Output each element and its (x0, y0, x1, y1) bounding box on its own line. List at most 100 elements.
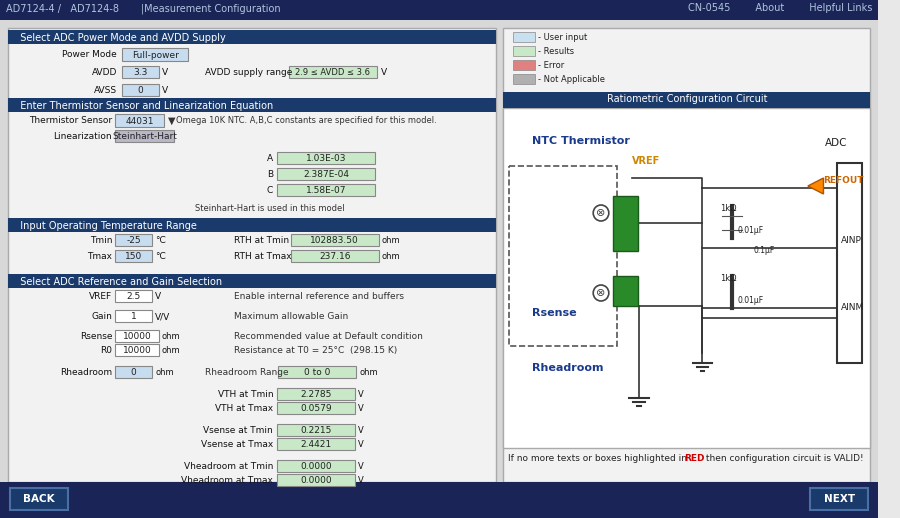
Text: AINM: AINM (841, 303, 864, 312)
FancyBboxPatch shape (291, 234, 379, 246)
Text: AVDD: AVDD (92, 68, 117, 77)
Text: R0: R0 (100, 346, 112, 355)
Text: - User input: - User input (537, 33, 587, 42)
Text: AD7124-4 /   AD7124-8       |Measurement Configuration: AD7124-4 / AD7124-8 |Measurement Configu… (6, 3, 281, 13)
Text: Rheadroom: Rheadroom (60, 368, 112, 377)
FancyBboxPatch shape (115, 344, 159, 356)
FancyBboxPatch shape (513, 32, 535, 42)
FancyBboxPatch shape (115, 114, 164, 127)
FancyBboxPatch shape (8, 218, 496, 232)
FancyBboxPatch shape (837, 163, 862, 363)
Text: Tmax: Tmax (87, 252, 112, 261)
Text: VREF: VREF (632, 156, 661, 166)
Text: 0.0000: 0.0000 (301, 476, 332, 485)
Text: 0.0000: 0.0000 (301, 462, 332, 471)
Polygon shape (808, 178, 824, 194)
Text: 1.03E-03: 1.03E-03 (306, 154, 346, 163)
Text: AVDD supply range: AVDD supply range (205, 68, 292, 77)
Text: RTH at Tmax: RTH at Tmax (234, 252, 292, 261)
FancyBboxPatch shape (10, 488, 68, 510)
Text: ohm: ohm (382, 252, 400, 261)
Text: 237.16: 237.16 (319, 252, 350, 261)
Text: Enable internal reference and buffers: Enable internal reference and buffers (234, 292, 404, 301)
Text: Resistance at T0 = 25°C  (298.15 K): Resistance at T0 = 25°C (298.15 K) (234, 346, 398, 355)
FancyBboxPatch shape (0, 0, 878, 20)
Text: 1kΩ: 1kΩ (720, 204, 736, 213)
Text: V: V (155, 292, 161, 301)
FancyBboxPatch shape (122, 48, 188, 61)
Text: Maximum allowable Gain: Maximum allowable Gain (234, 312, 348, 321)
Text: ⊗: ⊗ (597, 288, 606, 298)
Text: 2.2785: 2.2785 (301, 390, 332, 399)
Text: V: V (381, 68, 387, 77)
Text: RTH at Tmin: RTH at Tmin (234, 236, 289, 245)
FancyBboxPatch shape (277, 388, 356, 400)
Text: Power Mode: Power Mode (62, 50, 117, 59)
FancyBboxPatch shape (115, 310, 152, 322)
FancyBboxPatch shape (0, 20, 878, 500)
FancyBboxPatch shape (115, 290, 152, 302)
Text: °C: °C (155, 252, 166, 261)
Text: Steinhart-Hart: Steinhart-Hart (112, 132, 176, 141)
Text: - Not Applicable: - Not Applicable (537, 75, 605, 84)
FancyBboxPatch shape (291, 250, 379, 262)
Text: Thermistor Sensor: Thermistor Sensor (29, 116, 112, 125)
Text: Enter Thermistor Sensor and Linearization Equation: Enter Thermistor Sensor and Linearizatio… (14, 100, 273, 110)
Text: ohm: ohm (155, 368, 174, 377)
Text: Vheadroom at Tmin: Vheadroom at Tmin (184, 462, 274, 471)
Text: V: V (358, 390, 364, 399)
FancyBboxPatch shape (277, 152, 374, 164)
FancyBboxPatch shape (8, 98, 496, 112)
Text: 1.58E-07: 1.58E-07 (306, 186, 346, 195)
FancyBboxPatch shape (513, 46, 535, 56)
Text: B: B (267, 170, 274, 179)
FancyBboxPatch shape (278, 366, 356, 378)
Text: 2.387E-04: 2.387E-04 (303, 170, 349, 179)
Text: BACK: BACK (23, 494, 55, 504)
Text: V/V: V/V (155, 312, 170, 321)
FancyBboxPatch shape (513, 60, 535, 70)
Text: ohm: ohm (359, 368, 378, 377)
Text: Recommended value at Default condition: Recommended value at Default condition (234, 332, 423, 341)
Text: °C: °C (155, 236, 166, 245)
FancyBboxPatch shape (289, 66, 376, 78)
FancyBboxPatch shape (277, 184, 374, 196)
Text: 0.1µF: 0.1µF (753, 246, 775, 255)
Text: ohm: ohm (162, 332, 181, 341)
FancyBboxPatch shape (8, 274, 496, 288)
FancyBboxPatch shape (613, 276, 638, 306)
FancyBboxPatch shape (513, 74, 535, 84)
FancyBboxPatch shape (8, 30, 496, 44)
Text: Vsense at Tmax: Vsense at Tmax (201, 440, 274, 449)
Text: 1: 1 (130, 312, 137, 321)
Text: 10000: 10000 (122, 332, 151, 341)
Text: RED: RED (684, 454, 705, 463)
FancyBboxPatch shape (115, 250, 152, 262)
Text: 0: 0 (138, 86, 143, 95)
Text: 102883.50: 102883.50 (310, 236, 359, 245)
Text: If no more texts or boxes highlighted in: If no more texts or boxes highlighted in (508, 454, 690, 463)
Text: 2.9 ≤ AVDD ≤ 3.6: 2.9 ≤ AVDD ≤ 3.6 (295, 68, 370, 77)
FancyBboxPatch shape (277, 474, 356, 486)
Text: VTH at Tmin: VTH at Tmin (218, 390, 274, 399)
Text: VTH at Tmax: VTH at Tmax (215, 404, 274, 413)
Text: Vheadroom at Tmax: Vheadroom at Tmax (181, 476, 274, 485)
Text: NEXT: NEXT (824, 494, 855, 504)
Text: 44031: 44031 (125, 117, 154, 125)
Text: Ratiometric Configuration Circuit: Ratiometric Configuration Circuit (607, 94, 767, 104)
Text: 0.01µF: 0.01µF (738, 296, 764, 305)
FancyBboxPatch shape (115, 234, 152, 246)
FancyBboxPatch shape (8, 28, 496, 482)
Text: Rheadroom: Rheadroom (532, 363, 603, 373)
FancyBboxPatch shape (277, 424, 356, 436)
Text: 0.0579: 0.0579 (301, 404, 332, 413)
FancyBboxPatch shape (277, 438, 356, 450)
Text: Select ADC Power Mode and AVDD Supply: Select ADC Power Mode and AVDD Supply (14, 33, 225, 42)
Text: Full-power: Full-power (131, 50, 178, 60)
Text: Omega 10K NTC. A,B,C constants are specified for this model.: Omega 10K NTC. A,B,C constants are speci… (176, 116, 436, 125)
Text: VREF: VREF (89, 292, 112, 301)
FancyBboxPatch shape (122, 66, 159, 78)
FancyBboxPatch shape (810, 488, 868, 510)
Text: A: A (267, 154, 274, 163)
Text: V: V (358, 440, 364, 449)
